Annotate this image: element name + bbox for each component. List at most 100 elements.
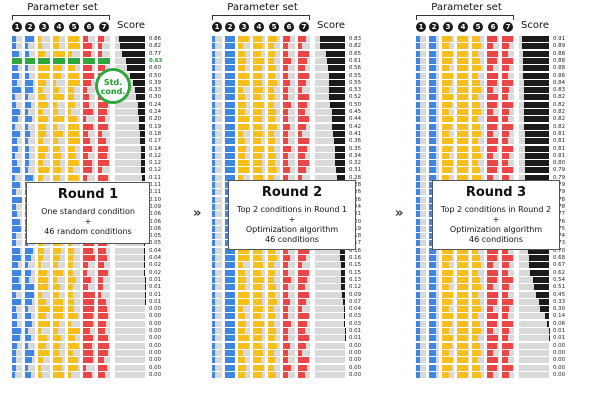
parameter-cell-bg xyxy=(487,174,499,181)
parameter-value xyxy=(212,247,215,254)
parameter-value xyxy=(487,349,493,356)
parameter-value xyxy=(212,298,215,305)
parameter-value xyxy=(38,43,42,50)
parameter-cell-bg xyxy=(212,196,222,203)
condition-row: 0.89 xyxy=(416,43,571,50)
parameter-value xyxy=(68,79,80,86)
parameter-cell-bg xyxy=(268,43,280,50)
condition-row: 0.54 xyxy=(416,276,571,284)
parameter-value xyxy=(25,262,28,269)
parameter-value xyxy=(238,262,243,269)
parameter-cell-bg xyxy=(212,43,222,50)
parameter-value xyxy=(268,79,277,86)
parameter-value xyxy=(12,291,16,298)
parameter-cell-bg xyxy=(212,138,222,145)
parameter-value xyxy=(53,313,63,320)
parameter-number-badge: 7 xyxy=(299,22,309,32)
parameter-cell-bg xyxy=(12,43,22,50)
parameter-value xyxy=(68,72,79,79)
parameter-value xyxy=(502,109,509,115)
parameter-value xyxy=(457,79,468,86)
parameter-cell-bg xyxy=(416,160,426,167)
parameter-value xyxy=(53,357,62,364)
score-value: 0.52 xyxy=(349,94,362,101)
score-value: 0.79 xyxy=(553,174,566,181)
parameter-value xyxy=(283,247,288,254)
parameter-value xyxy=(225,145,235,152)
parameter-value xyxy=(442,101,452,108)
parameter-value xyxy=(83,349,93,356)
parameter-value xyxy=(416,298,420,305)
score-cell-bg xyxy=(115,320,145,327)
parameter-value xyxy=(25,291,34,298)
score-value: 0.82 xyxy=(553,109,566,115)
parameter-cell-bg xyxy=(68,349,80,356)
condition-row: 0.03 xyxy=(212,313,367,320)
parameter-value xyxy=(25,255,31,261)
parameter-bracket xyxy=(12,15,110,20)
condition-row: 0.30 xyxy=(12,94,167,101)
score-bar xyxy=(326,57,345,64)
parameter-value xyxy=(429,276,436,283)
parameter-value xyxy=(298,50,309,57)
parameter-value xyxy=(442,65,449,72)
parameter-value xyxy=(416,211,420,218)
parameter-value xyxy=(83,174,87,181)
score-value: 0.33 xyxy=(553,298,566,305)
parameter-value xyxy=(238,291,249,298)
parameter-value xyxy=(212,276,215,283)
parameter-cell-bg xyxy=(53,109,65,115)
parameter-value xyxy=(502,87,509,94)
parameter-value xyxy=(502,284,509,291)
parameter-value xyxy=(68,371,71,378)
parameter-value xyxy=(268,36,277,42)
parameter-value xyxy=(83,298,94,305)
score-cell-bg xyxy=(315,138,345,145)
parameter-value xyxy=(53,328,58,334)
parameter-value xyxy=(502,145,513,152)
parameter-cell-bg xyxy=(212,320,222,327)
score-bar xyxy=(133,79,145,86)
parameter-cell-bg xyxy=(38,57,50,64)
parameter-cell-bg xyxy=(283,174,295,181)
parameter-cell-bg xyxy=(212,255,222,261)
parameter-cell-bg xyxy=(487,109,499,115)
score-cell-bg xyxy=(115,247,145,254)
parameter-value xyxy=(298,364,307,371)
parameter-value xyxy=(457,116,468,123)
score-bar xyxy=(524,101,549,108)
score-value: 0.34 xyxy=(349,152,362,159)
parameter-cell-bg xyxy=(83,116,95,123)
condition-row: 0.01 xyxy=(12,291,167,299)
score-cell-bg xyxy=(519,349,549,356)
parameter-value xyxy=(25,43,28,50)
parameter-value xyxy=(442,320,452,327)
parameter-value xyxy=(238,298,249,305)
parameter-value xyxy=(442,116,453,123)
round-title: Round 2 xyxy=(261,185,323,200)
score-bar xyxy=(140,145,145,152)
condition-row: 0.02 xyxy=(12,269,167,277)
parameter-value xyxy=(457,101,468,108)
parameter-value xyxy=(253,291,262,298)
parameter-value xyxy=(429,167,436,174)
parameter-value xyxy=(298,342,306,349)
round-description-line: 46 random conditions xyxy=(44,227,132,236)
parameter-value xyxy=(416,57,420,64)
score-cell-bg xyxy=(315,335,345,342)
parameter-value xyxy=(442,335,453,342)
parameter-value xyxy=(253,57,264,64)
parameter-value xyxy=(12,87,21,94)
parameter-value xyxy=(283,276,291,283)
parameter-value xyxy=(253,255,262,261)
score-value: 0.00 xyxy=(349,357,362,364)
score-value: 0.60 xyxy=(149,65,162,72)
parameter-value xyxy=(472,298,480,305)
parameter-value xyxy=(268,72,275,79)
parameter-value xyxy=(53,116,64,123)
parameter-value xyxy=(472,116,478,123)
condition-row: 0.67 xyxy=(416,262,571,269)
parameter-cell-bg xyxy=(268,320,280,327)
score-value: 0.88 xyxy=(553,65,566,72)
parameter-number-badge: 2 xyxy=(25,22,35,32)
